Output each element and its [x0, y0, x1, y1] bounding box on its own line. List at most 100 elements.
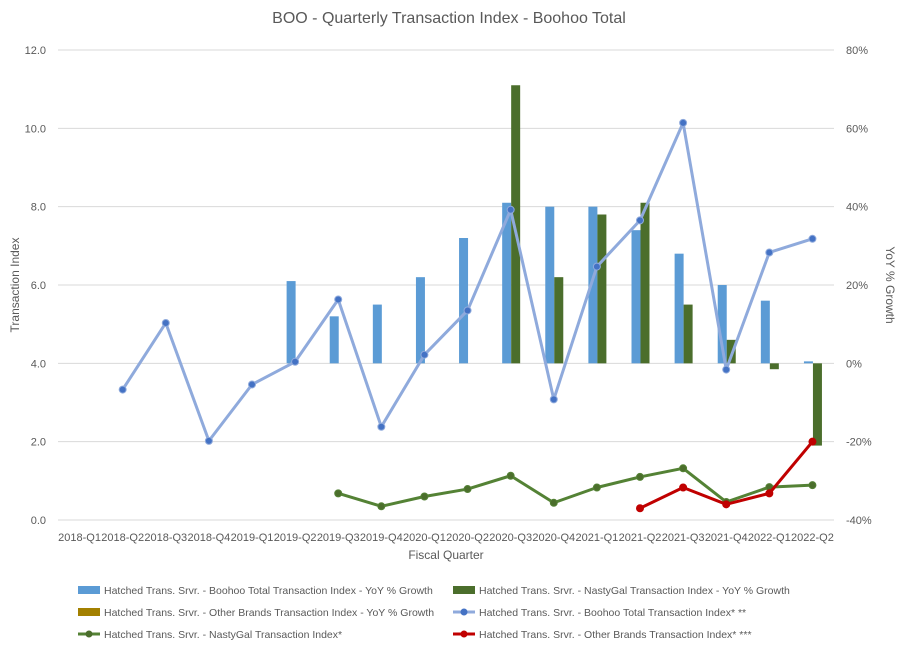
bar [502, 202, 512, 364]
x-tick-label: 2018-Q4 [187, 532, 230, 544]
y2-tick-label: 0% [846, 358, 862, 370]
data-point [291, 357, 300, 366]
x-tick-label: 2019-Q3 [317, 532, 360, 544]
data-point [161, 318, 170, 327]
y-tick-label: 6.0 [31, 280, 46, 292]
legend-marker [460, 630, 468, 638]
x-tick-label: 2021-Q2 [619, 532, 662, 544]
data-point [420, 350, 429, 359]
bar [554, 277, 564, 364]
y-tick-label: 8.0 [31, 202, 46, 214]
legend-marker [460, 608, 468, 616]
bar [511, 85, 521, 364]
data-point [765, 248, 774, 257]
bar [769, 363, 779, 370]
data-point [506, 205, 515, 214]
bar [286, 281, 296, 364]
data-point [334, 295, 343, 304]
y-tick-label: 12.0 [25, 45, 46, 57]
bar [760, 300, 770, 364]
x-tick-label: 2021-Q3 [662, 532, 705, 544]
x-tick-label: 2021-Q1 [575, 532, 618, 544]
data-point [204, 436, 213, 445]
data-point [636, 216, 644, 225]
x-axis-label: Fiscal Quarter [408, 548, 483, 562]
data-point [808, 437, 817, 446]
x-axis-ticks: 2018-Q1 2018-Q2 2018-Q3 2018-Q4 2019-Q1 2019-… [58, 532, 834, 544]
data-point [679, 464, 688, 473]
series-line [337, 466, 813, 508]
legend-label: Hatched Trans. Srvr. - Boohoo Total Tran… [104, 585, 433, 597]
y-tick-label: 0.0 [31, 515, 46, 527]
bar [415, 277, 425, 364]
x-tick-label: 2021-Q4 [705, 532, 748, 544]
x-tick-label: 2019-Q1 [231, 532, 274, 544]
legend-swatch [78, 608, 100, 616]
bar [803, 361, 813, 364]
data-point [592, 262, 601, 271]
legend: Hatched Trans. Srvr. - Boohoo Total Tran… [78, 585, 790, 641]
data-point [506, 471, 515, 480]
bar [597, 214, 607, 364]
data-point [722, 500, 731, 509]
data-point [679, 483, 688, 492]
x-tick-label: 2020-Q3 [489, 532, 532, 544]
data-point [377, 422, 386, 431]
legend-label: Hatched Trans. Srvr. - Other Brands Tran… [104, 607, 434, 619]
data-point [248, 380, 256, 389]
data-point [765, 489, 774, 498]
y2-tick-label: -40% [846, 515, 872, 527]
bar [588, 206, 598, 364]
y-axis-ticks: 0.0 2.0 4.0 6.0 8.0 10.0 12.0 [25, 45, 46, 527]
data-point [808, 234, 817, 243]
y-tick-label: 2.0 [31, 437, 46, 449]
legend-label: Hatched Trans. Srvr. - NastyGal Transact… [104, 629, 342, 641]
legend-label: Hatched Trans. Srvr. - Other Brands Tran… [479, 629, 752, 641]
data-point [463, 306, 472, 315]
data-point [636, 472, 644, 481]
line-series [118, 118, 817, 513]
y2-axis-label: YoY % Growth [883, 246, 897, 323]
bar [545, 206, 555, 364]
y-axis-label: Transaction Index [8, 238, 22, 333]
y2-tick-label: 60% [846, 123, 868, 135]
bar [726, 339, 736, 364]
data-point [722, 365, 731, 374]
y2-tick-label: 80% [846, 45, 868, 57]
bar [683, 304, 693, 364]
bar-series [286, 85, 822, 446]
y2-axis-ticks: -40% -20% 0% 20% 40% 60% 80% [846, 45, 872, 527]
x-tick-label: 2019-Q2 [274, 532, 317, 544]
legend-swatch [453, 586, 475, 594]
bar [640, 202, 650, 364]
legend-label: Hatched Trans. Srvr. - NastyGal Transact… [479, 585, 790, 597]
data-point [377, 502, 386, 511]
x-tick-label: 2022-Q2 [791, 532, 834, 544]
x-tick-label: 2022-Q1 [748, 532, 791, 544]
x-tick-label: 2018-Q2 [101, 532, 144, 544]
bar [674, 253, 684, 364]
data-point [334, 489, 343, 498]
legend-marker [85, 630, 93, 638]
x-tick-label: 2018-Q3 [144, 532, 187, 544]
x-tick-label: 2020-Q1 [403, 532, 446, 544]
x-tick-label: 2020-Q4 [532, 532, 575, 544]
bar [717, 285, 727, 364]
y2-tick-label: 40% [846, 202, 868, 214]
chart-title: BOO - Quarterly Transaction Index - Booh… [272, 10, 626, 27]
data-point [808, 481, 817, 490]
bar [631, 230, 641, 364]
data-point [636, 504, 644, 513]
data-point [592, 483, 601, 492]
y2-tick-label: -20% [846, 437, 872, 449]
y2-tick-label: 20% [846, 280, 868, 292]
y-tick-label: 10.0 [25, 123, 46, 135]
bar [459, 238, 469, 364]
x-tick-label: 2020-Q2 [446, 532, 489, 544]
data-point [463, 485, 472, 494]
bar [812, 363, 822, 446]
bar [329, 316, 339, 364]
data-point [679, 118, 688, 127]
x-tick-label: 2018-Q1 [58, 532, 101, 544]
